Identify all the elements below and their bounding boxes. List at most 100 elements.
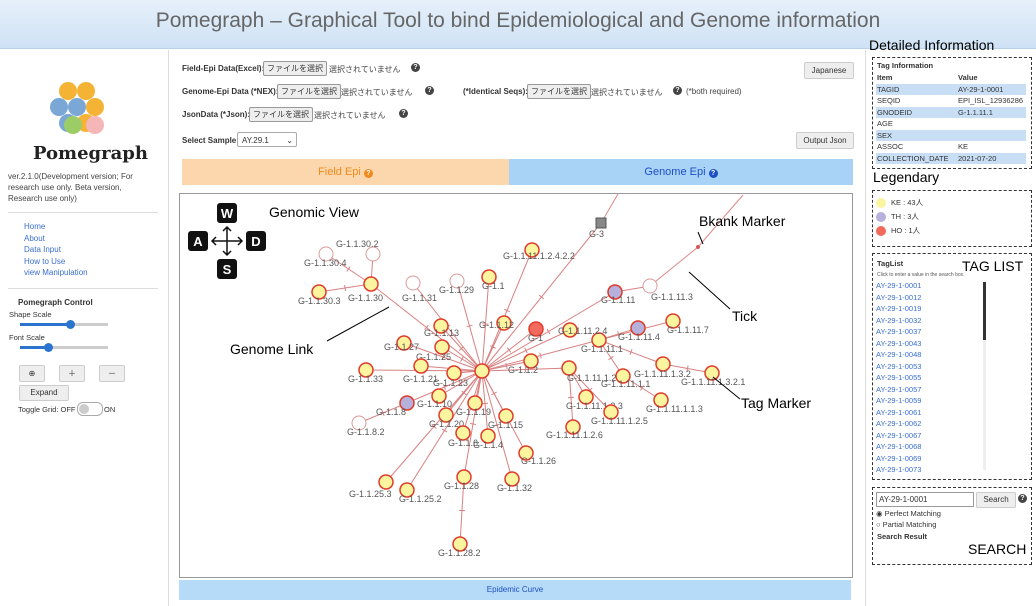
tag-link[interactable]: AY-29-1-0067 [876, 430, 922, 440]
tag-marker[interactable] [318, 246, 334, 262]
tag-marker[interactable] [561, 360, 577, 376]
tag-marker[interactable] [378, 474, 394, 490]
tag-marker[interactable] [595, 217, 607, 229]
key[interactable] [217, 203, 237, 223]
key[interactable] [188, 231, 208, 251]
epidemic-curve-bar[interactable]: Epidemic Curve [179, 580, 851, 600]
nav-link[interactable]: Home [24, 222, 46, 231]
tag-marker[interactable] [431, 388, 447, 404]
partial-option[interactable]: ○ Partial Matching [876, 520, 937, 529]
tag-link[interactable]: AY-29-1-0001 [876, 281, 922, 290]
nav-link[interactable]: Data Input [24, 245, 61, 254]
tag-marker[interactable] [433, 318, 449, 334]
tag-marker[interactable] [704, 365, 720, 381]
tag-link[interactable]: AY-29-1-0053 [876, 361, 922, 371]
tag-marker[interactable] [438, 407, 454, 423]
tag-marker[interactable] [504, 471, 520, 487]
font-slider[interactable] [10, 342, 118, 352]
tag-marker[interactable] [480, 428, 496, 444]
tag-marker[interactable] [399, 395, 415, 411]
help-icon[interactable]: ? [673, 86, 682, 95]
output-json-button[interactable]: Output Json [796, 132, 854, 149]
tag-marker[interactable] [358, 362, 374, 378]
tag-marker[interactable] [452, 536, 468, 552]
tag-link[interactable]: AY-29-1-0048 [876, 350, 922, 359]
nav-link[interactable]: About [24, 233, 45, 243]
tag-marker[interactable] [615, 368, 631, 384]
shape-slider[interactable] [10, 319, 118, 329]
tag-marker[interactable] [365, 246, 381, 262]
tag-link[interactable]: AY-29-1-0055 [876, 373, 922, 382]
tag-marker[interactable] [405, 275, 421, 291]
search-button[interactable]: Search [976, 492, 1016, 508]
key[interactable] [217, 259, 237, 279]
tag-marker[interactable] [642, 278, 658, 294]
help-icon[interactable]: ? [399, 109, 408, 118]
file-button[interactable]: ファイルを選択 [277, 84, 341, 99]
tag-marker[interactable] [467, 395, 483, 411]
zoom-out-button[interactable]: － [99, 365, 125, 382]
scrollbar[interactable] [983, 282, 986, 470]
zoom-in-button[interactable]: ＋ [59, 365, 85, 382]
tag-link[interactable]: AY-29-1-0062 [876, 419, 922, 428]
tag-marker[interactable] [351, 415, 367, 431]
tag-marker[interactable] [518, 445, 534, 461]
tag-marker[interactable] [524, 242, 540, 258]
tag-marker[interactable] [498, 408, 514, 424]
tag-link[interactable]: AY-29-1-0068 [876, 442, 922, 451]
genomic-view[interactable]: G-1.1.30.2 G-1.1.30.4 G-1.1.30.3 G-1.1.30 G-… [179, 193, 853, 578]
tag-marker[interactable] [523, 353, 539, 369]
file-button[interactable]: ファイルを選択 [249, 107, 313, 122]
tag-marker[interactable] [413, 358, 429, 374]
tag-marker[interactable] [607, 284, 623, 300]
help-icon[interactable]: ? [1018, 494, 1027, 503]
japanese-button[interactable]: Japanese [804, 62, 854, 79]
center-button[interactable]: ⊕ [19, 365, 45, 382]
tag-marker[interactable] [591, 332, 607, 348]
tag-marker[interactable] [630, 320, 646, 336]
tag-marker[interactable] [653, 392, 669, 408]
tag-link[interactable]: AY-29-1-0069 [876, 453, 922, 463]
search-input[interactable]: AY-29-1-0001 [876, 492, 974, 507]
tag-marker[interactable] [565, 419, 581, 435]
tag-link[interactable]: AY-29-1-0037 [876, 327, 922, 336]
toggle-switch[interactable] [77, 402, 103, 416]
tag-marker[interactable] [562, 322, 578, 338]
tag-link[interactable]: AY-29-1-0012 [876, 292, 922, 302]
tag-marker[interactable] [456, 469, 472, 485]
tab-field-epi[interactable]: Field Epi ? [182, 159, 509, 185]
tag-link[interactable]: AY-29-1-0059 [876, 396, 922, 405]
tag-link[interactable]: AY-29-1-0043 [876, 338, 922, 348]
tag-marker[interactable] [311, 284, 327, 300]
tag-marker[interactable] [396, 335, 412, 351]
tab-genome-epi[interactable]: Genome Epi ? [509, 159, 853, 185]
tag-link[interactable]: AY-29-1-0032 [876, 315, 922, 325]
tag-link[interactable]: AY-29-1-0057 [876, 384, 922, 394]
tag-marker[interactable] [363, 276, 379, 292]
tag-link[interactable]: AY-29-1-0019 [876, 304, 922, 313]
tag-marker[interactable] [578, 389, 594, 405]
expand-button[interactable]: Expand [19, 385, 69, 401]
tag-marker[interactable] [481, 269, 497, 285]
tag-marker[interactable] [449, 273, 465, 289]
file-button[interactable]: ファイルを選択 [263, 61, 327, 76]
help-icon[interactable]: ? [411, 63, 420, 72]
file-button[interactable]: ファイルを選択 [527, 84, 591, 99]
tag-marker[interactable] [665, 313, 681, 329]
nav-link[interactable]: How to Use [24, 256, 66, 266]
tag-marker[interactable] [455, 425, 471, 441]
tag-link[interactable]: AY-29-1-0073 [876, 465, 922, 473]
tag-link[interactable]: AY-29-1-0061 [876, 407, 922, 417]
tag-marker[interactable] [399, 482, 415, 498]
tag-marker[interactable] [528, 321, 544, 337]
key[interactable] [246, 231, 266, 251]
nav-link[interactable]: view Manipulation [24, 268, 88, 277]
tag-marker[interactable] [496, 315, 512, 331]
tag-marker[interactable] [434, 339, 450, 355]
perfect-option[interactable]: ◉ Perfect Matching [876, 509, 941, 518]
tag-marker[interactable] [655, 356, 671, 372]
sample-select[interactable]: AY.29.1 ⌄ [237, 132, 297, 147]
tag-marker[interactable] [603, 404, 619, 420]
help-icon[interactable]: ? [425, 86, 434, 95]
tag-marker[interactable] [446, 365, 462, 381]
